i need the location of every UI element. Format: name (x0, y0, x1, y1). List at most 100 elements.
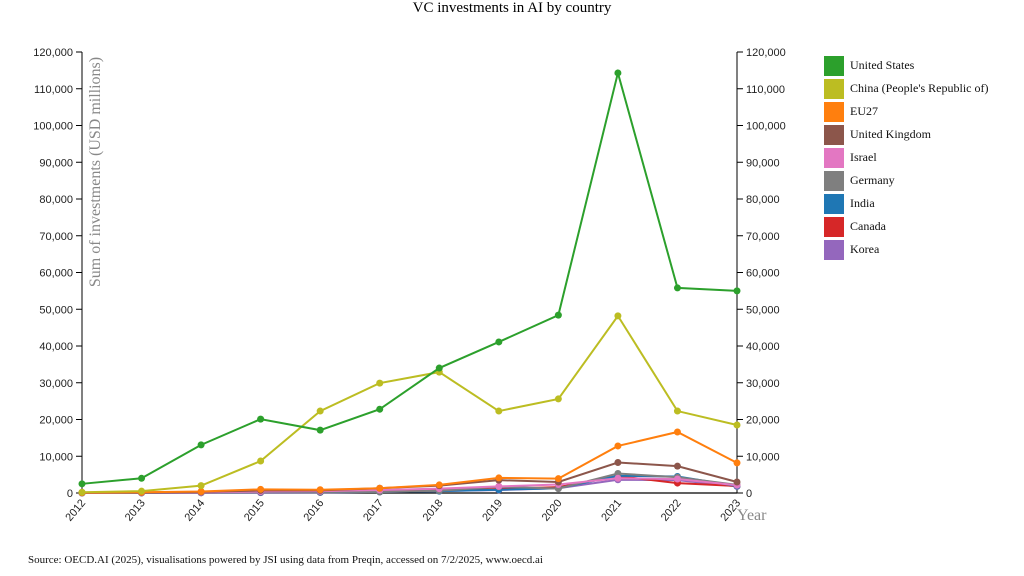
data-point[interactable] (138, 474, 146, 482)
data-point[interactable] (376, 379, 384, 387)
y-tick-label: 90,000 (39, 157, 73, 169)
data-point[interactable] (197, 441, 205, 449)
x-tick-label: 2013 (123, 497, 148, 523)
y-tick-label: 0 (67, 488, 73, 500)
legend-label: Germany (850, 173, 895, 187)
data-point[interactable] (614, 442, 622, 450)
series-eu27[interactable] (78, 428, 741, 497)
data-point[interactable] (614, 69, 622, 77)
y-tick-label: 10,000 (746, 451, 780, 463)
data-point[interactable] (495, 482, 503, 490)
data-point[interactable] (614, 312, 622, 320)
data-point[interactable] (673, 284, 681, 292)
data-point[interactable] (554, 395, 562, 403)
legend-item[interactable]: China (People's Republic of) (824, 77, 988, 100)
x-tick-label: 2017 (361, 497, 386, 523)
data-point[interactable] (376, 484, 384, 492)
data-point[interactable] (316, 407, 324, 415)
data-point[interactable] (733, 287, 741, 295)
data-point[interactable] (78, 480, 86, 488)
legend-item[interactable]: EU27 (824, 100, 988, 123)
data-point[interactable] (316, 486, 324, 494)
x-tick-label: 2014 (182, 497, 207, 523)
x-tick-label: 2018 (421, 497, 446, 523)
series-china-people-s-republic-of[interactable] (78, 312, 741, 496)
y-tick-label: 50,000 (39, 304, 73, 316)
series-united-states[interactable] (78, 68, 741, 488)
data-point[interactable] (554, 475, 562, 483)
data-point[interactable] (197, 488, 205, 496)
data-point[interactable] (197, 482, 205, 490)
data-point[interactable] (316, 426, 324, 434)
x-tick-label: 2012 (63, 497, 88, 523)
legend-item[interactable]: Germany (824, 169, 988, 192)
y-tick-label: 20,000 (746, 415, 780, 427)
x-axis-title: Year (737, 507, 767, 524)
data-point[interactable] (733, 459, 741, 467)
x-tick-label: 2016 (302, 497, 327, 523)
y-tick-label: 70,000 (39, 231, 73, 243)
legend-label: Israel (850, 150, 877, 164)
data-point[interactable] (376, 405, 384, 413)
y-tick-label: 110,000 (746, 84, 785, 96)
legend-item[interactable]: Korea (824, 238, 988, 261)
y-tick-label: 120,000 (746, 47, 786, 59)
y-tick-label: 60,000 (746, 268, 780, 280)
y-axis-right: 0 10,000 20,000 30,000 40,000 50,000 60,000 70,… (736, 47, 786, 500)
data-point[interactable] (673, 407, 681, 415)
data-point[interactable] (733, 421, 741, 429)
legend-label: Canada (850, 219, 886, 233)
y-tick-label: 100,000 (746, 121, 786, 133)
data-point[interactable] (257, 415, 265, 423)
x-tick-label: 2020 (540, 497, 565, 523)
y-tick-label: 30,000 (746, 378, 780, 390)
data-point[interactable] (614, 474, 622, 482)
legend-item[interactable]: United States (824, 54, 988, 77)
x-tick-label: 2022 (659, 497, 684, 523)
legend-item[interactable]: United Kingdom (824, 123, 988, 146)
y-tick-label: 60,000 (39, 268, 73, 280)
data-point[interactable] (138, 487, 146, 495)
legend-swatch (824, 78, 844, 99)
y-tick-label: 40,000 (746, 341, 780, 353)
data-point[interactable] (495, 338, 503, 346)
y-tick-label: 120,000 (33, 47, 73, 59)
data-point[interactable] (257, 485, 265, 493)
data-point[interactable] (495, 407, 503, 415)
legend-swatch (824, 147, 844, 168)
y-axis-title: Sum of investments (USD millions) (87, 57, 104, 287)
data-point[interactable] (435, 481, 443, 489)
legend-item[interactable]: Canada (824, 215, 988, 238)
y-tick-label: 20,000 (39, 415, 73, 427)
data-point[interactable] (257, 457, 265, 465)
x-tick-label: 2019 (480, 497, 505, 523)
y-tick-label: 90,000 (746, 157, 780, 169)
data-point[interactable] (495, 474, 503, 482)
legend-swatch (824, 216, 844, 237)
data-point[interactable] (673, 475, 681, 483)
data-point[interactable] (78, 488, 86, 496)
data-point[interactable] (435, 364, 443, 372)
legend-label: Korea (850, 242, 880, 256)
y-tick-label: 40,000 (39, 341, 73, 353)
legend-item[interactable]: Israel (824, 146, 988, 169)
y-tick-label: 110,000 (34, 84, 73, 96)
y-axis-left: 0 10,000 20,000 30,000 40,000 50,000 60,000 70,… (33, 47, 83, 500)
data-point[interactable] (554, 311, 562, 319)
legend-swatch (824, 55, 844, 76)
legend-swatch (824, 193, 844, 214)
data-point[interactable] (614, 458, 622, 466)
data-point[interactable] (673, 462, 681, 470)
x-tick-label: 2015 (242, 497, 267, 523)
data-point[interactable] (733, 478, 741, 486)
y-tick-label: 100,000 (33, 121, 73, 133)
legend-item[interactable]: India (824, 192, 988, 215)
y-tick-label: 80,000 (39, 194, 73, 206)
x-tick-label: 2021 (599, 497, 624, 523)
legend-swatch (824, 101, 844, 122)
legend-swatch (824, 239, 844, 260)
legend-swatch (824, 124, 844, 145)
y-tick-label: 0 (746, 488, 752, 500)
data-point[interactable] (673, 428, 681, 436)
